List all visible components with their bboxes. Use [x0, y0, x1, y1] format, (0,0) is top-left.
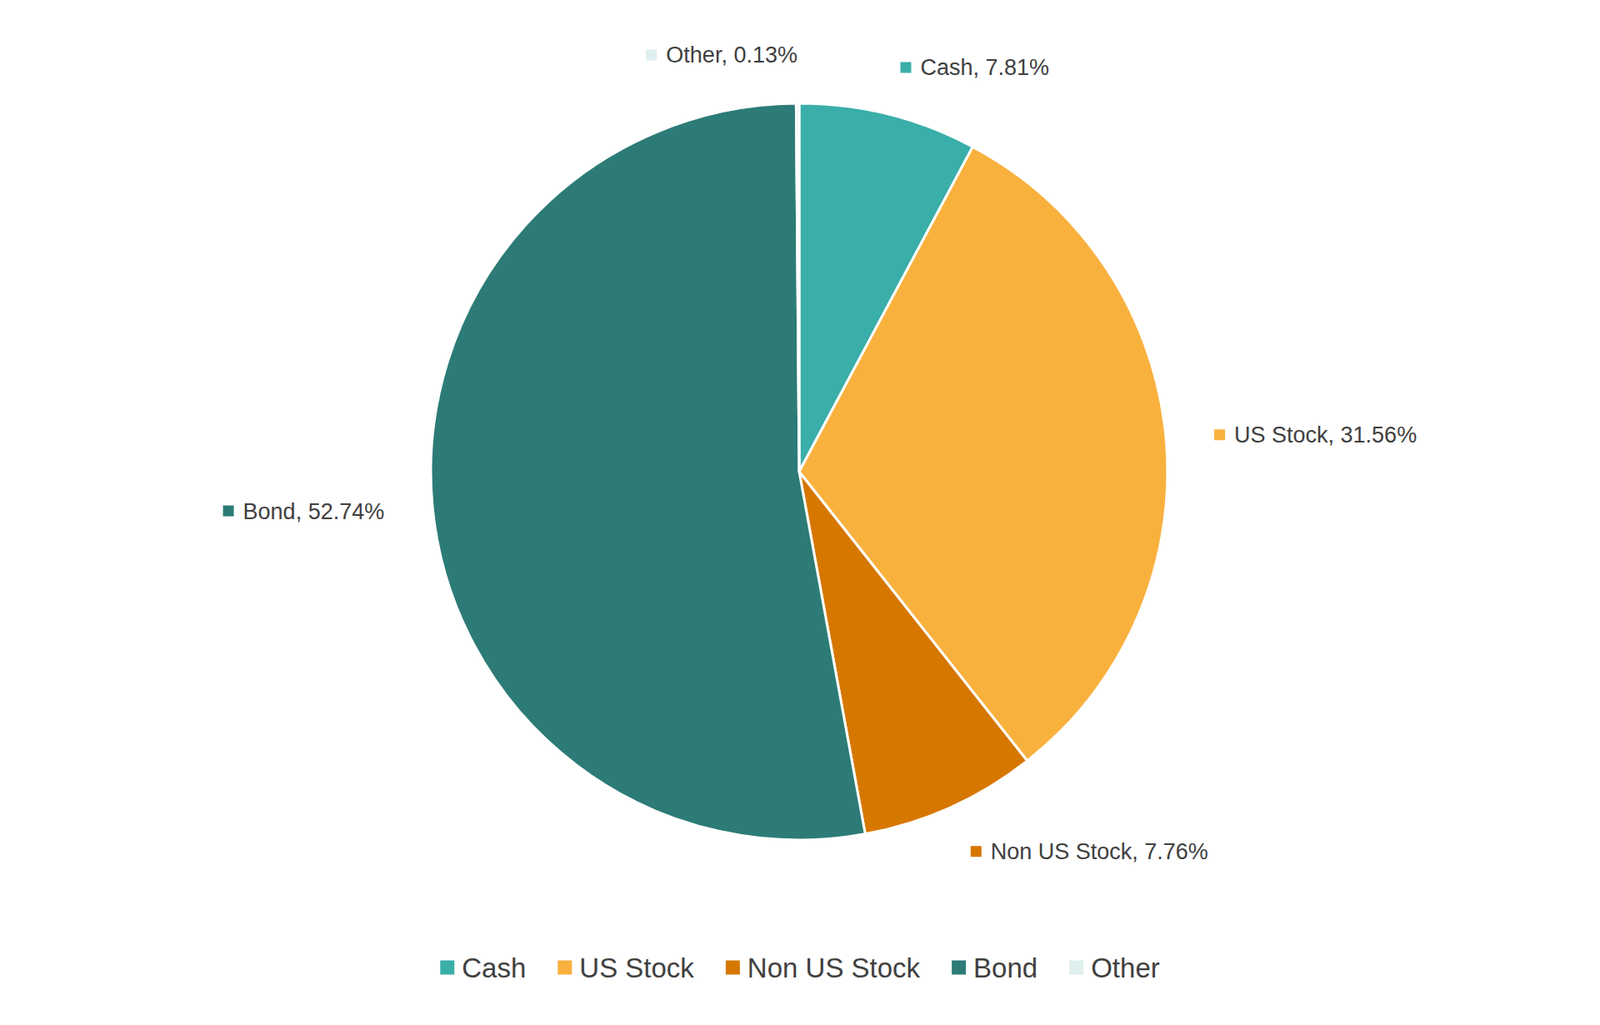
legend-swatch — [440, 960, 455, 975]
legend-item: Non US Stock — [725, 952, 921, 984]
pie-slice — [795, 103, 800, 472]
data-label-marker — [900, 61, 911, 73]
legend-item: Other — [1069, 952, 1160, 984]
data-label: US Stock, 31.56% — [1234, 422, 1417, 448]
data-labels: Cash, 7.81% US Stock, 31.56% Non US Stock,… — [223, 42, 1418, 865]
legend-label: US Stock — [579, 952, 695, 984]
data-label-marker — [223, 505, 235, 517]
data-label-marker — [1214, 429, 1225, 440]
legend-swatch — [1069, 960, 1084, 975]
data-label: Bond, 52.74% — [243, 499, 385, 525]
legend-label: Bond — [973, 952, 1038, 984]
data-label-marker — [970, 845, 982, 857]
legend-item: Cash — [440, 952, 526, 984]
legend-label: Other — [1090, 952, 1160, 984]
legend: Cash US Stock Non US Stock Bond Other — [440, 952, 1160, 984]
legend-swatch — [725, 960, 740, 975]
legend-label: Non US Stock — [747, 952, 921, 984]
chart: Cash, 7.81% US Stock, 31.56% Non US Stock,… — [0, 0, 1600, 1025]
legend-item: Bond — [951, 952, 1038, 984]
data-label: Other, 0.13% — [665, 42, 798, 68]
legend-swatch — [951, 960, 966, 975]
data-label-marker — [645, 50, 657, 61]
data-label: Cash, 7.81% — [920, 55, 1050, 80]
pie-slice — [430, 103, 865, 840]
data-label: Non US Stock, 7.76% — [990, 839, 1209, 865]
legend-swatch — [557, 960, 572, 975]
legend-label: Cash — [461, 952, 526, 984]
legend-item: US Stock — [557, 952, 695, 984]
pie — [430, 103, 1168, 840]
